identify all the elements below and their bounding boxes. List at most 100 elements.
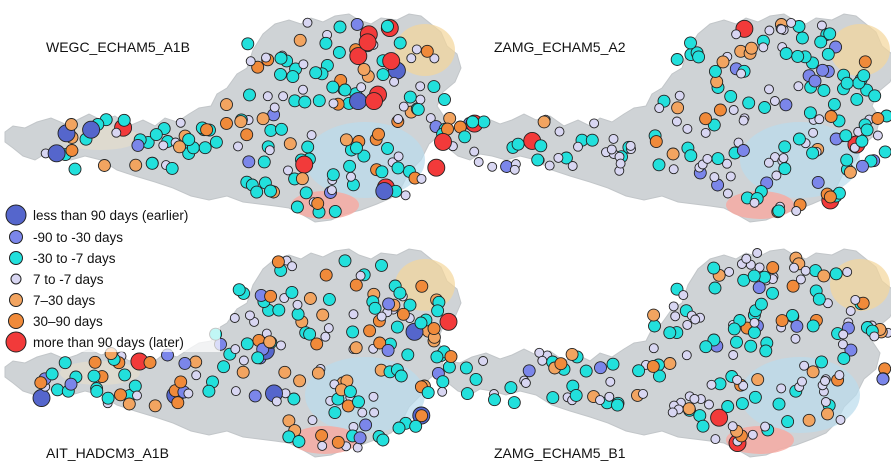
station-marker: [648, 319, 661, 333]
station-marker: [615, 158, 626, 169]
station-marker: [699, 112, 713, 126]
station-marker: [779, 47, 793, 60]
station-marker: [749, 317, 760, 328]
station-marker: [285, 285, 299, 299]
station-marker: [143, 356, 157, 369]
station-marker: [666, 147, 680, 161]
station-marker: [244, 310, 255, 321]
station-marker: [696, 419, 710, 433]
station-marker: [87, 369, 101, 383]
station-marker: [333, 20, 347, 34]
station-marker: [638, 388, 648, 399]
station-marker: [420, 44, 434, 58]
station-marker: [437, 386, 448, 397]
legend-label-6: 30–90 days: [33, 314, 103, 329]
station-marker: [301, 140, 315, 154]
station-marker: [710, 434, 721, 445]
station-marker: [647, 308, 661, 322]
station-marker: [220, 116, 233, 130]
station-marker: [604, 391, 615, 402]
station-marker: [431, 304, 445, 318]
station-marker: [821, 407, 834, 421]
station-marker: [537, 115, 551, 129]
station-marker: [352, 395, 365, 409]
station-marker: [427, 80, 441, 94]
station-marker: [632, 364, 646, 378]
station-marker: [269, 102, 280, 113]
station-marker: [820, 376, 830, 386]
panel-title-1: WEGC_ECHAM5_A1B: [46, 39, 190, 55]
legend-label-7: more than 90 days (later): [33, 335, 184, 350]
station-marker: [198, 141, 212, 155]
station-marker: [839, 129, 853, 143]
station-marker: [286, 70, 300, 84]
station-marker: [682, 402, 696, 416]
station-marker: [287, 392, 301, 406]
legend-label-1: less than 90 days (earlier): [33, 208, 188, 223]
station-marker: [320, 331, 331, 342]
station-marker: [724, 266, 735, 277]
station-marker: [393, 114, 404, 124]
station-marker: [786, 279, 800, 293]
station-marker: [375, 258, 388, 272]
station-marker: [250, 185, 264, 199]
station-marker: [263, 335, 277, 349]
station-marker: [709, 172, 720, 183]
station-marker: [684, 149, 698, 163]
station-marker: [682, 123, 693, 134]
station-marker: [274, 67, 287, 81]
station-marker: [537, 355, 548, 366]
station-marker: [812, 292, 826, 306]
station-marker: [343, 385, 357, 399]
legend: less than 90 days (earlier) -90 to -30 d…: [2, 202, 220, 353]
station-marker: [747, 326, 761, 339]
station-marker: [803, 106, 817, 120]
station-marker: [328, 406, 342, 420]
station-marker: [350, 17, 364, 31]
station-marker: [316, 308, 330, 322]
station-marker: [606, 357, 620, 371]
station-marker: [791, 49, 805, 63]
station-marker: [427, 322, 441, 336]
station-marker: [797, 376, 807, 387]
station-marker: [793, 81, 804, 92]
station-marker: [469, 146, 480, 157]
station-marker: [343, 159, 357, 173]
station-marker: [282, 414, 296, 428]
station-marker: [553, 152, 564, 163]
station-marker: [821, 47, 835, 61]
station-marker: [217, 360, 231, 374]
station-marker: [338, 254, 352, 268]
station-marker: [815, 355, 828, 369]
station-marker: [778, 153, 789, 164]
station-marker: [293, 374, 307, 388]
station-marker: [816, 63, 830, 77]
station-marker: [473, 157, 484, 167]
station-marker: [702, 153, 713, 164]
station-marker: [827, 97, 841, 111]
station-marker: [376, 68, 390, 82]
station-marker: [745, 41, 758, 55]
station-marker: [843, 165, 857, 179]
station-marker: [779, 98, 793, 112]
station-marker: [699, 340, 713, 354]
station-marker: [754, 297, 768, 311]
station-marker: [681, 350, 692, 361]
legend-marker-7-30: [9, 293, 23, 307]
station-marker: [332, 46, 346, 59]
station-marker: [401, 348, 415, 362]
station-marker: [248, 389, 262, 403]
station-marker: [357, 407, 368, 418]
station-marker: [816, 20, 827, 31]
station-marker: [646, 359, 660, 373]
station-marker: [710, 408, 729, 427]
station-marker: [438, 93, 451, 107]
station-marker: [131, 138, 145, 152]
station-marker: [411, 44, 422, 55]
station-marker: [278, 91, 289, 102]
station-marker: [350, 141, 363, 155]
station-marker: [58, 356, 72, 370]
station-marker: [279, 293, 290, 304]
station-marker: [811, 175, 825, 189]
